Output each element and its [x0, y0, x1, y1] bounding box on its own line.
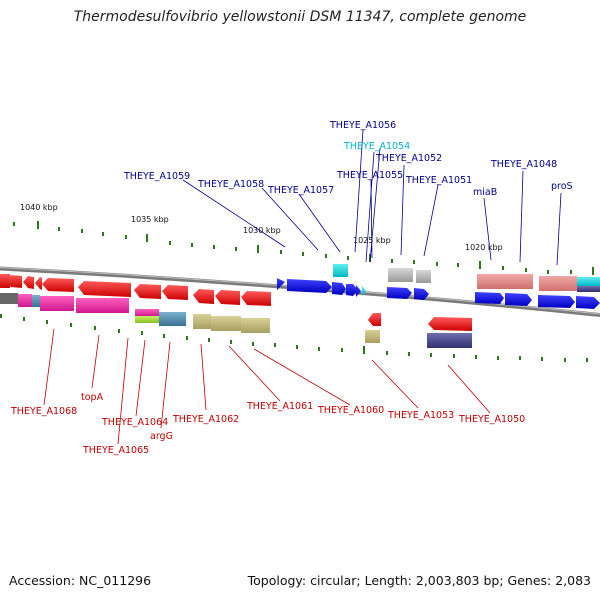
gene-label[interactable]: THEYE_A1059: [123, 171, 190, 182]
gene-box: [539, 276, 577, 291]
gene-arrow: [193, 289, 214, 304]
gene-label[interactable]: argG: [150, 431, 173, 442]
scale-label-1035: 1035 kbp: [131, 215, 169, 224]
gene-box: [40, 296, 74, 311]
gene-box: [159, 312, 186, 326]
gene-arrow: [287, 279, 332, 293]
gene-arrow: [215, 290, 240, 305]
genome-title: Thermodesulfovibrio yellowstonii DSM 113…: [73, 9, 527, 25]
gene-arrow: [241, 291, 271, 306]
gene-arrow: [134, 284, 161, 299]
gene-label[interactable]: THEYE_A1060: [317, 405, 384, 416]
gene-label[interactable]: THEYE_A1068: [10, 406, 77, 417]
scale-label-1040: 1040 kbp: [20, 203, 58, 212]
gene-label[interactable]: proS: [551, 181, 573, 192]
gene-box: [0, 293, 18, 304]
gene-box: [76, 298, 129, 313]
gene-arrow: [505, 293, 532, 306]
gene-box: [477, 274, 533, 289]
gene-label[interactable]: THEYE_A1052: [375, 153, 442, 164]
gene-label[interactable]: THEYE_A1057: [267, 185, 334, 196]
gene-label[interactable]: THEYE_A1062: [172, 414, 239, 425]
gene-arrow: [346, 284, 358, 296]
gene-box: [211, 316, 241, 331]
gene-label[interactable]: THEYE_A1053: [387, 410, 454, 421]
gene-arrow: [23, 276, 34, 289]
gene-label[interactable]: miaB: [473, 187, 497, 198]
gene-box: [193, 314, 211, 329]
gene-box: [18, 294, 32, 307]
outer-scale-ticks: [13, 221, 594, 275]
scale-label-1020: 1020 kbp: [465, 243, 503, 252]
gene-label[interactable]: THEYE_A1055: [336, 170, 403, 181]
gene-label[interactable]: THEYE_A1061: [246, 401, 313, 412]
gene-box: [241, 318, 270, 333]
gene-arrow: [475, 292, 504, 304]
gene-box: [427, 333, 472, 348]
topology-text: Topology: circular; Length: 2,003,803 bp…: [247, 573, 591, 588]
gene-arrow: [387, 287, 412, 299]
gene-arrow: [0, 274, 10, 288]
gene-label[interactable]: THEYE_A1058: [197, 179, 264, 190]
reverse-leaders: [43, 328, 491, 445]
gene-arrow: [78, 281, 131, 297]
forward-genes: [277, 264, 600, 309]
gene-arrow: [428, 317, 472, 331]
gene-arrow: [576, 296, 600, 309]
reverse-genes: [0, 274, 472, 348]
gene-box: [365, 330, 380, 343]
gene-label[interactable]: THEYE_A1064: [101, 417, 168, 428]
gene-box: [577, 277, 600, 286]
gene-label[interactable]: topA: [81, 392, 104, 403]
gene-label[interactable]: THEYE_A1051: [405, 175, 472, 186]
gene-label[interactable]: THEYE_A1056: [329, 120, 396, 131]
gene-box: [333, 264, 348, 277]
gene-box: [388, 268, 413, 282]
gene-arrow: [356, 285, 361, 297]
inner-scale-ticks: [0, 314, 588, 362]
gene-arrow: [162, 285, 188, 300]
gene-arrow: [538, 295, 575, 308]
gene-arrow: [332, 282, 346, 295]
gene-box: [577, 286, 600, 292]
gene-box: [135, 309, 159, 316]
gene-box: [416, 270, 431, 283]
gene-arrow: [42, 278, 74, 292]
gene-arrow: [414, 288, 429, 300]
gene-box: [32, 295, 40, 307]
gene-label[interactable]: THEYE_A1050: [458, 414, 525, 425]
accession-text: Accession: NC_011296: [9, 573, 152, 588]
gene-arrow: [35, 277, 42, 290]
gene-label[interactable]: THEYE_A1048: [490, 159, 557, 170]
gene-arrow: [277, 278, 285, 290]
scale-label-1030: 1030 kbp: [243, 226, 281, 235]
gene-label[interactable]: THEYE_A1065: [82, 445, 149, 456]
gene-arrow: [368, 313, 381, 326]
gene-label[interactable]: THEYE_A1054: [343, 141, 410, 152]
forward-leaders: [182, 129, 562, 266]
gene-box: [135, 316, 159, 323]
gene-arrow: [362, 286, 366, 296]
gene-arrow: [6, 275, 22, 288]
